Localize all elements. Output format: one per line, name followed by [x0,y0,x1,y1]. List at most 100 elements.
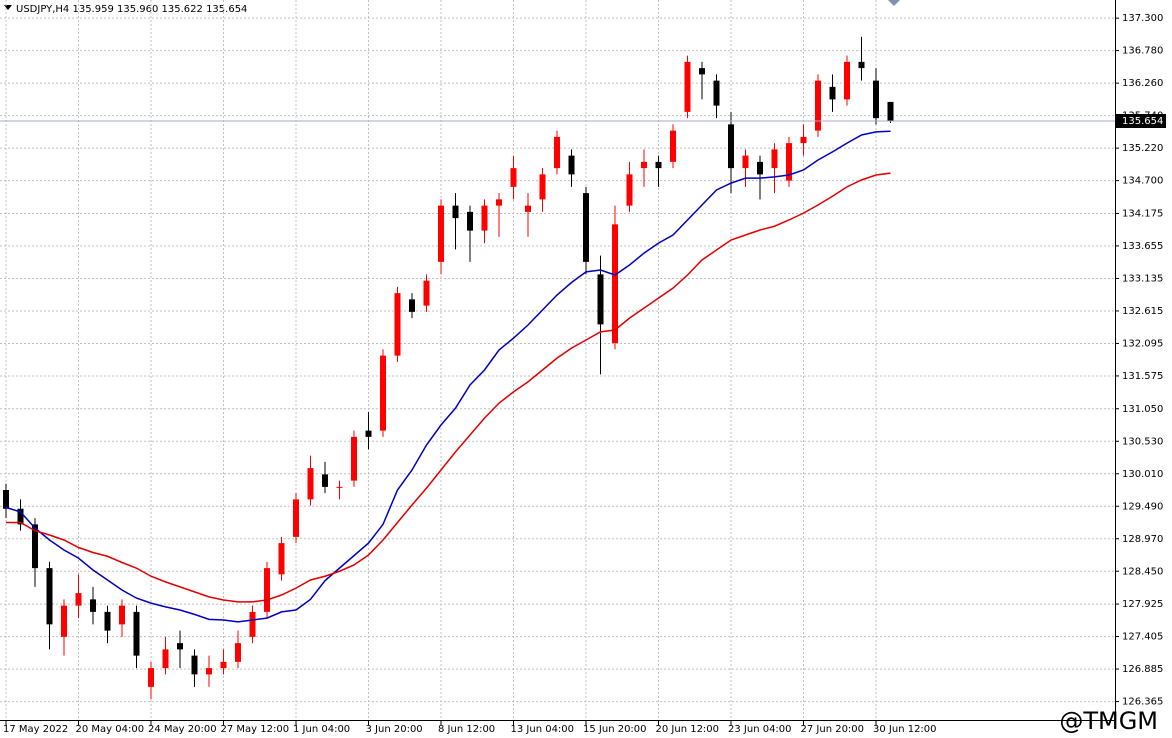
y-tick-label: 134.175 [1122,208,1163,219]
candle-body [206,668,212,675]
candle-body [394,293,401,356]
y-tick-label: 133.135 [1122,273,1163,284]
watermark: @TMGM [1059,707,1158,735]
x-tick-label: 13 Jun 04:00 [511,724,575,735]
chart-header: USDJPY,H4 135.959 135.960 135.622 135.65… [16,4,247,15]
y-tick-label: 135.220 [1122,143,1163,154]
x-tick-label: 17 May 2022 [3,724,68,735]
candle-body [742,155,749,169]
x-tick-label: 20 Jun 12:00 [656,724,720,735]
candle-body [525,205,531,212]
y-tick-label: 130.530 [1122,436,1163,447]
candle-body [46,568,53,625]
candle-body [554,136,560,169]
x-tick-label: 8 Jun 12:00 [438,724,495,735]
candle-body [249,611,256,637]
candle-body [728,124,734,169]
candle-body [336,486,343,488]
candle-body [786,143,792,181]
candle-body [220,661,227,669]
candle-body [133,611,140,656]
candle-body [293,499,299,537]
y-tick-label: 126.885 [1122,664,1163,675]
y-tick-label: 137.300 [1122,13,1163,24]
candle-body [75,593,82,606]
candle-body [119,605,125,625]
candle-body [90,599,96,612]
candle-body [583,193,589,262]
y-tick-label: 126.365 [1122,697,1163,708]
candle-body [641,161,647,169]
candle-body [568,155,575,175]
price-label-bg [1116,114,1166,128]
candle-body [626,174,633,206]
candle-body [858,61,865,69]
y-tick-label: 127.405 [1122,632,1163,643]
candle-body [380,355,386,431]
candle-body [655,161,662,169]
candle-body [264,568,270,612]
candle-body [539,174,546,200]
candle-body [510,168,517,187]
x-tick-label: 20 May 04:00 [76,724,145,735]
x-tick-label: 27 May 12:00 [221,724,290,735]
candle-body [191,655,198,675]
candle-body [699,68,705,75]
y-tick-label: 134.700 [1122,176,1163,187]
candle-body [409,299,415,312]
candle-body [365,430,372,437]
candle-body [800,136,807,144]
x-tick-label: 27 Jun 20:00 [801,724,865,735]
candle-body [32,524,38,569]
candle-body [162,649,169,669]
candle-body [670,130,676,162]
candle-body [351,436,357,481]
candle-body [597,274,604,325]
candle-body [771,149,778,169]
y-tick-label: 136.260 [1122,78,1163,89]
price-label: 135.654 [1122,116,1163,127]
moving-average [6,172,891,603]
y-tick-label: 128.450 [1122,566,1163,577]
candle-body [3,490,9,509]
y-tick-label: 131.575 [1122,371,1163,382]
candle-body [423,280,430,306]
candle-body [452,205,459,219]
candle-body [757,161,763,175]
plot-layer [0,0,1115,720]
candle-body [873,80,879,119]
candle-body [496,199,502,206]
candle-body [612,224,618,344]
candle-body [278,543,285,575]
y-tick-label: 132.095 [1122,338,1163,349]
y-tick-label: 132.615 [1122,306,1163,317]
candle-body [177,643,183,650]
moving-average [5,130,891,623]
candle-body [844,61,850,100]
candle-body [887,101,894,121]
y-tick-label: 127.925 [1122,599,1163,610]
candle-body [17,508,24,525]
candle-body [438,205,444,262]
x-tick-label: 15 Jun 20:00 [583,724,647,735]
candle-body [307,468,314,500]
x-tick-label: 24 May 20:00 [148,724,217,735]
candle-body [467,211,473,231]
shift-marker [888,0,900,6]
y-tick-label: 128.970 [1122,534,1163,545]
x-tick-label: 23 Jun 04:00 [728,724,792,735]
menu-arrow [4,5,12,10]
candle-body [148,668,154,687]
candle-body [235,643,241,662]
candle-body [713,80,720,106]
candle-body [829,86,836,100]
candle-body [322,474,328,487]
candle-body [815,80,821,131]
y-tick-label: 133.655 [1122,241,1163,252]
candle-body [481,205,488,231]
y-tick-label: 130.010 [1122,469,1163,480]
y-tick-label: 129.490 [1122,501,1163,512]
candle-body [104,611,111,631]
x-tick-label: 30 Jun 12:00 [873,724,937,735]
y-tick-label: 131.050 [1122,404,1163,415]
